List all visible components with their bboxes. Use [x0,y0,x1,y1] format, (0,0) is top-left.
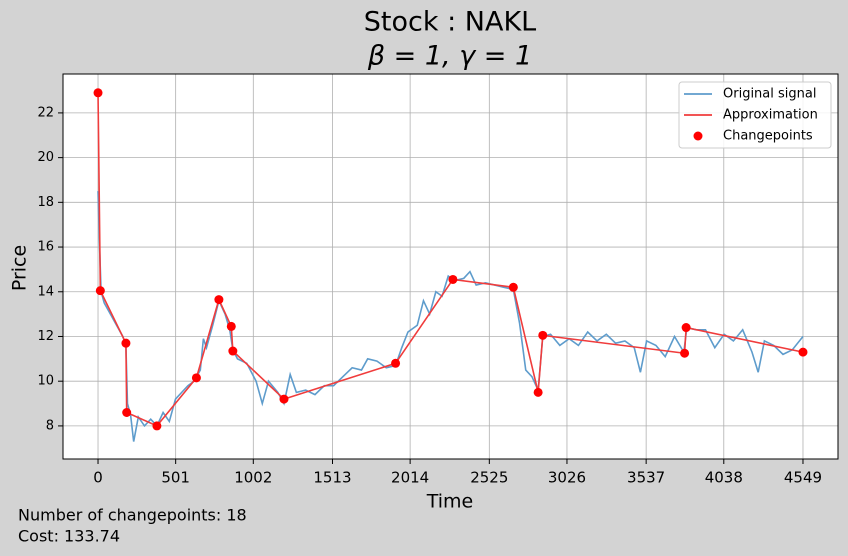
changepoint [93,88,103,98]
x-tick-label: 501 [161,469,190,487]
legend-label: Changepoints [723,129,813,144]
changepoint [228,346,238,356]
legend-label: Approximation [723,108,818,123]
y-tick-label: 12 [37,329,54,344]
y-tick-label: 14 [37,284,54,299]
x-tick-label: 3537 [627,469,665,487]
changepoint [448,274,458,284]
changepoint [95,286,105,296]
chart-subtitle: β = 1, γ = 1 [367,41,532,72]
y-axis-label: Price [9,245,31,291]
changepoint [191,373,201,383]
changepoint [538,330,548,340]
y-tick-label: 20 [37,150,54,165]
legend-box [678,81,832,149]
x-tick-label: 1513 [313,469,351,487]
changepoint [121,338,131,348]
changepoint [681,323,691,333]
changepoint [798,347,808,357]
changepoint [122,407,132,417]
legend-label: Original signal [723,87,816,102]
changepoint [533,387,543,397]
legend-swatch [693,131,703,141]
changepoint [152,421,162,431]
x-tick-label: 4038 [705,469,743,487]
annotation: Cost: 133.74 [18,527,120,546]
y-tick-label: 16 [37,240,54,255]
x-tick-label: 4549 [784,469,822,487]
x-tick-label: 2525 [470,469,508,487]
changepoint [226,321,236,331]
x-tick-label: 3026 [548,469,586,487]
changepoint [279,394,289,404]
x-tick-label: 2014 [391,469,429,487]
y-tick-label: 22 [37,105,54,120]
y-tick-label: 8 [46,418,54,433]
plot-frame [62,73,839,460]
y-tick-label: 10 [37,374,54,389]
changepoint [680,348,690,358]
chart-title: Stock : NAKL [364,7,536,38]
x-axis-label: Time [426,491,474,513]
changepoint [508,282,518,292]
changepoint [391,358,401,368]
series-line [97,92,804,427]
x-tick-label: 0 [93,469,103,487]
x-tick-label: 1002 [234,469,272,487]
changepoint [214,295,224,305]
annotation: Number of changepoints: 18 [18,506,247,525]
y-tick-label: 18 [37,195,54,210]
legend: Original signal Approximation Changepoints [678,81,832,149]
